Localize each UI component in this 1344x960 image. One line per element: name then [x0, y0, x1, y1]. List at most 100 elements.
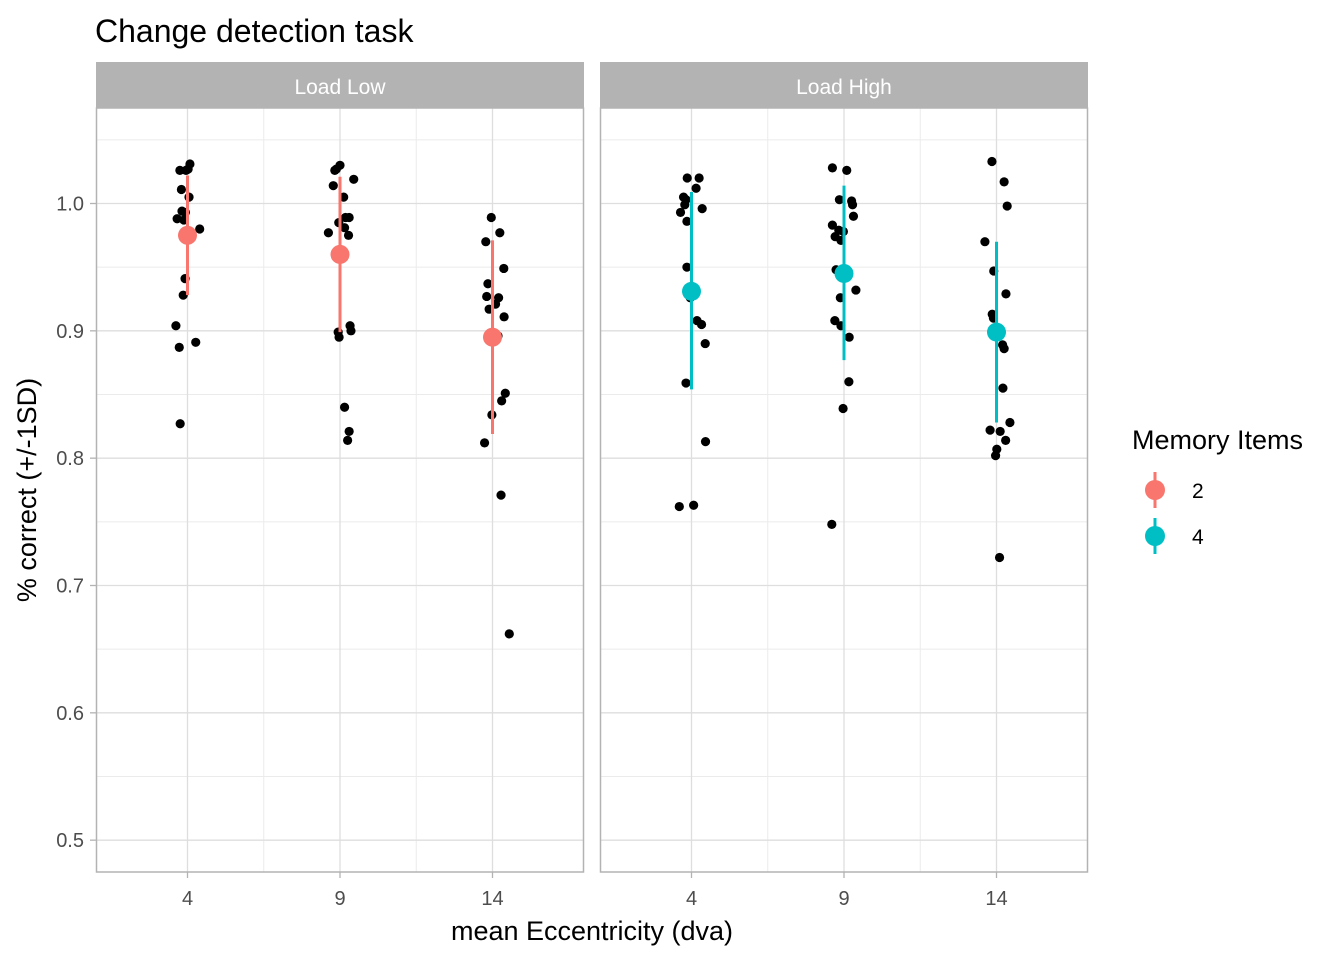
y-tick-label: 0.5 [56, 830, 84, 852]
data-point [496, 490, 506, 500]
facet-panels: Load Low 0.5 0.6 0.7 0.8 0.9 1.0 4 9 14 Load High 4… [56, 62, 1089, 910]
data-point [827, 220, 838, 230]
data-point [495, 228, 505, 238]
data-point [1002, 201, 1012, 211]
panel-1: Load Low 0.5 0.6 0.7 0.8 0.9 1.0 4 9 14 [56, 62, 585, 910]
chart-title: Change detection task [95, 13, 414, 49]
data-point [184, 192, 194, 202]
data-point [343, 230, 354, 240]
panel-2: Load High 4 9 14 [599, 62, 1089, 910]
data-point [994, 552, 1005, 563]
legend-key-point [1145, 526, 1165, 546]
data-point [680, 200, 690, 210]
data-point [851, 285, 861, 295]
data-point [700, 338, 710, 349]
legend-key-point [1145, 480, 1165, 500]
y-tick-label: 0.6 [56, 703, 84, 725]
data-point [178, 290, 188, 300]
data-point [499, 263, 509, 274]
x-tick-label: 14 [481, 888, 503, 910]
x-tick-label: 4 [686, 888, 697, 910]
x-tick-label: 9 [838, 888, 849, 910]
data-point [842, 165, 852, 175]
legend-label: 2 [1192, 480, 1204, 503]
data-point [481, 237, 491, 247]
facet-strip-label: Load High [796, 76, 892, 99]
data-point [191, 337, 201, 347]
data-point [500, 388, 510, 398]
data-point [980, 237, 990, 247]
data-point [689, 500, 699, 510]
legend-title: Memory Items [1132, 425, 1303, 455]
y-axis-title: % correct (+/-1SD) [12, 378, 42, 602]
data-point [999, 344, 1009, 354]
data-point [346, 326, 356, 336]
data-point [323, 228, 334, 238]
data-point [479, 438, 490, 448]
data-point [827, 519, 837, 529]
facet-strip-label: Load Low [294, 76, 386, 99]
data-point [349, 174, 359, 184]
data-point [838, 403, 848, 414]
data-point [691, 183, 701, 193]
data-point [482, 291, 492, 302]
data-point [995, 426, 1005, 437]
legend: Memory Items 2 4 [1132, 425, 1303, 554]
data-point [174, 342, 184, 352]
data-point [985, 425, 995, 435]
data-point [344, 212, 354, 223]
mean-point [330, 244, 350, 264]
y-tick-label: 0.7 [56, 576, 84, 598]
data-point [674, 501, 684, 512]
data-point [682, 173, 692, 183]
legend-label: 4 [1192, 526, 1204, 549]
data-point [847, 200, 858, 210]
facet-strip [96, 62, 584, 108]
mean-point [834, 264, 854, 284]
data-point [827, 163, 838, 173]
data-point [175, 419, 185, 429]
data-point [696, 319, 707, 330]
data-point [486, 212, 496, 223]
data-point [697, 203, 707, 214]
data-point [183, 164, 193, 174]
data-point [700, 437, 711, 447]
data-point [334, 332, 344, 342]
mean-point [178, 225, 197, 245]
data-point [343, 435, 353, 445]
data-point [504, 629, 514, 639]
x-tick-label: 4 [182, 888, 193, 910]
x-tick-label: 14 [985, 888, 1007, 910]
y-tick-label: 0.8 [56, 448, 84, 470]
data-point [339, 402, 350, 412]
data-point [328, 181, 338, 191]
data-point [999, 177, 1009, 187]
data-point [1005, 417, 1015, 428]
y-tick-label: 1.0 [56, 194, 84, 216]
data-point [834, 195, 845, 205]
data-point [344, 426, 354, 437]
data-point [1001, 435, 1011, 445]
mean-point [987, 322, 1006, 342]
data-point [844, 377, 854, 387]
data-point [682, 262, 692, 272]
data-point [681, 378, 691, 388]
data-point [176, 184, 186, 195]
data-point [339, 223, 350, 233]
data-point [499, 312, 509, 322]
data-point [694, 173, 704, 183]
data-point [1001, 289, 1011, 299]
x-axis-title: mean Eccentricity (dva) [451, 916, 733, 946]
data-point [830, 232, 840, 242]
data-point [171, 321, 181, 331]
y-tick-label: 0.9 [56, 321, 84, 343]
data-point [483, 279, 493, 289]
data-point [987, 156, 997, 167]
data-point [844, 332, 854, 342]
data-point [497, 396, 507, 406]
x-tick-label: 9 [334, 888, 345, 910]
data-point [998, 383, 1008, 393]
data-point [990, 451, 1001, 461]
data-point [195, 224, 205, 234]
